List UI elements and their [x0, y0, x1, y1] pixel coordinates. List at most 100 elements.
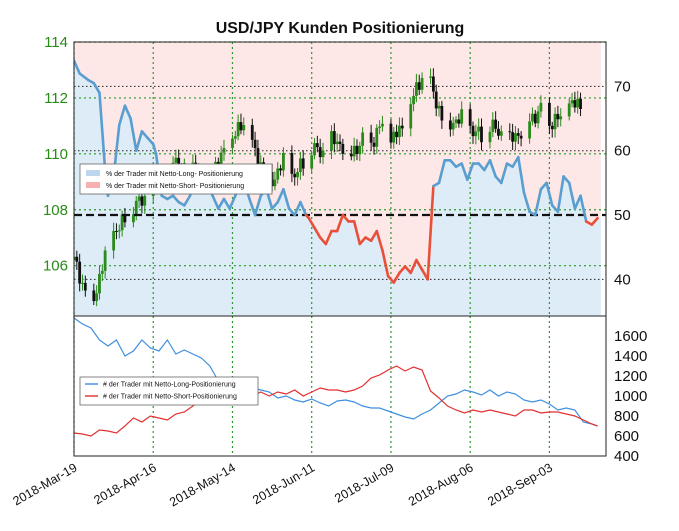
- candle-body: [378, 126, 382, 128]
- long-fill-band: [367, 239, 372, 316]
- long-fill-band: [189, 195, 194, 316]
- candle-body: [276, 168, 280, 180]
- long-fill-band: [223, 198, 228, 316]
- long-fill-band: [370, 240, 375, 316]
- candle-body: [539, 102, 543, 112]
- long-fill-band: [336, 231, 341, 316]
- net-long-percent-segment: [341, 213, 350, 223]
- date-tick-label: 2018-Mar-19: [11, 460, 80, 508]
- net-long-percent-segment: [335, 213, 345, 233]
- short-fill-band: [503, 42, 508, 174]
- candle-body: [338, 141, 342, 144]
- long-fill-band: [93, 83, 98, 316]
- long-fill-band: [362, 240, 366, 316]
- long-fill-band: [509, 165, 514, 316]
- count-tick-label: 1200: [614, 368, 647, 385]
- short-fill-band: [495, 42, 499, 177]
- long-fill-band: [240, 182, 245, 316]
- long-fill-band: [580, 195, 584, 316]
- long-fill-band: [359, 243, 364, 316]
- long-fill-band: [76, 67, 81, 316]
- long-fill-band: [435, 184, 440, 316]
- short-fill-band: [107, 42, 112, 196]
- short-fill-band: [480, 42, 485, 167]
- candle-body: [369, 132, 373, 143]
- candle-body: [352, 145, 356, 157]
- candle-body: [332, 131, 336, 145]
- price-tick-label: 114: [44, 34, 68, 51]
- long-fill-band: [571, 195, 576, 316]
- trader-count-line: [74, 317, 598, 427]
- long-fill-band: [311, 223, 316, 316]
- short-fill-band: [370, 42, 375, 241]
- candle-body: [573, 100, 577, 108]
- short-fill-band: [113, 42, 117, 177]
- long-fill-band: [282, 189, 287, 316]
- short-fill-band: [200, 42, 205, 170]
- short-fill-band: [444, 42, 449, 161]
- long-fill-band: [231, 202, 236, 316]
- net-long-percent-segment: [426, 184, 435, 281]
- net-long-percent-segment: [211, 194, 220, 210]
- trader-count-lines: [74, 317, 598, 437]
- short-fill-band: [251, 42, 256, 207]
- candle-body: [216, 161, 220, 165]
- long-fill-band: [390, 279, 395, 316]
- net-long-percent-segment: [381, 249, 390, 278]
- long-fill-band: [418, 264, 423, 316]
- long-fill-band: [588, 223, 593, 316]
- date-tick-label: 2018-Jul-09: [332, 460, 396, 505]
- long-fill-band: [565, 179, 570, 316]
- short-fill-band: [144, 42, 149, 135]
- candle-body: [451, 122, 455, 130]
- candle-body: [298, 158, 302, 173]
- long-fill-band: [206, 182, 211, 316]
- candle-body: [381, 123, 384, 127]
- bottom-legend: # der Trader mit Netto-Long-Positionieru…: [79, 376, 259, 406]
- short-fill-band: [316, 42, 321, 233]
- short-fill-band: [214, 42, 219, 203]
- long-fill-band: [582, 208, 587, 316]
- long-fill-band: [551, 205, 556, 316]
- short-fill-band: [217, 42, 222, 209]
- long-fill-band: [577, 202, 582, 316]
- short-fill-band: [415, 42, 420, 261]
- date-tick-label: 2018-Jun-11: [250, 460, 317, 507]
- long-fill-band: [421, 269, 426, 316]
- short-fill-band: [560, 42, 565, 195]
- long-fill-band: [495, 176, 499, 316]
- long-fill-band: [98, 92, 103, 316]
- long-fill-band: [274, 205, 279, 316]
- candle-body: [431, 76, 435, 92]
- short-fill-band: [166, 42, 171, 199]
- long-fill-band: [452, 163, 457, 316]
- short-fill-band: [483, 42, 488, 170]
- net-long-percent-segment: [590, 216, 599, 226]
- short-fill-band: [183, 42, 188, 206]
- candle-body: [98, 273, 101, 294]
- net-long-percent-segment: [398, 265, 407, 275]
- candle-body: [440, 105, 444, 121]
- long-fill-band: [257, 205, 262, 316]
- long-fill-band: [319, 237, 324, 316]
- long-fill-band: [155, 153, 160, 316]
- long-fill-band: [331, 231, 335, 316]
- candle-body: [375, 127, 379, 147]
- candle-body: [429, 76, 432, 78]
- candle-body: [415, 82, 418, 96]
- short-fill-band: [472, 42, 477, 164]
- short-fill-band: [294, 42, 299, 216]
- candle-body: [460, 109, 464, 124]
- short-fill-band: [195, 42, 200, 180]
- short-fill-band: [87, 42, 92, 80]
- candle-body: [389, 123, 393, 143]
- net-long-percent-segment: [483, 159, 492, 172]
- short-fill-band: [597, 42, 601, 219]
- short-fill-band: [571, 42, 576, 196]
- long-fill-band: [563, 176, 567, 316]
- candle-body: [448, 120, 452, 130]
- short-fill-band: [299, 42, 304, 203]
- candle-body: [253, 139, 257, 149]
- legend-label-short: % der Trader mit Netto-Short- Positionie…: [106, 183, 244, 190]
- long-fill-band: [486, 165, 491, 316]
